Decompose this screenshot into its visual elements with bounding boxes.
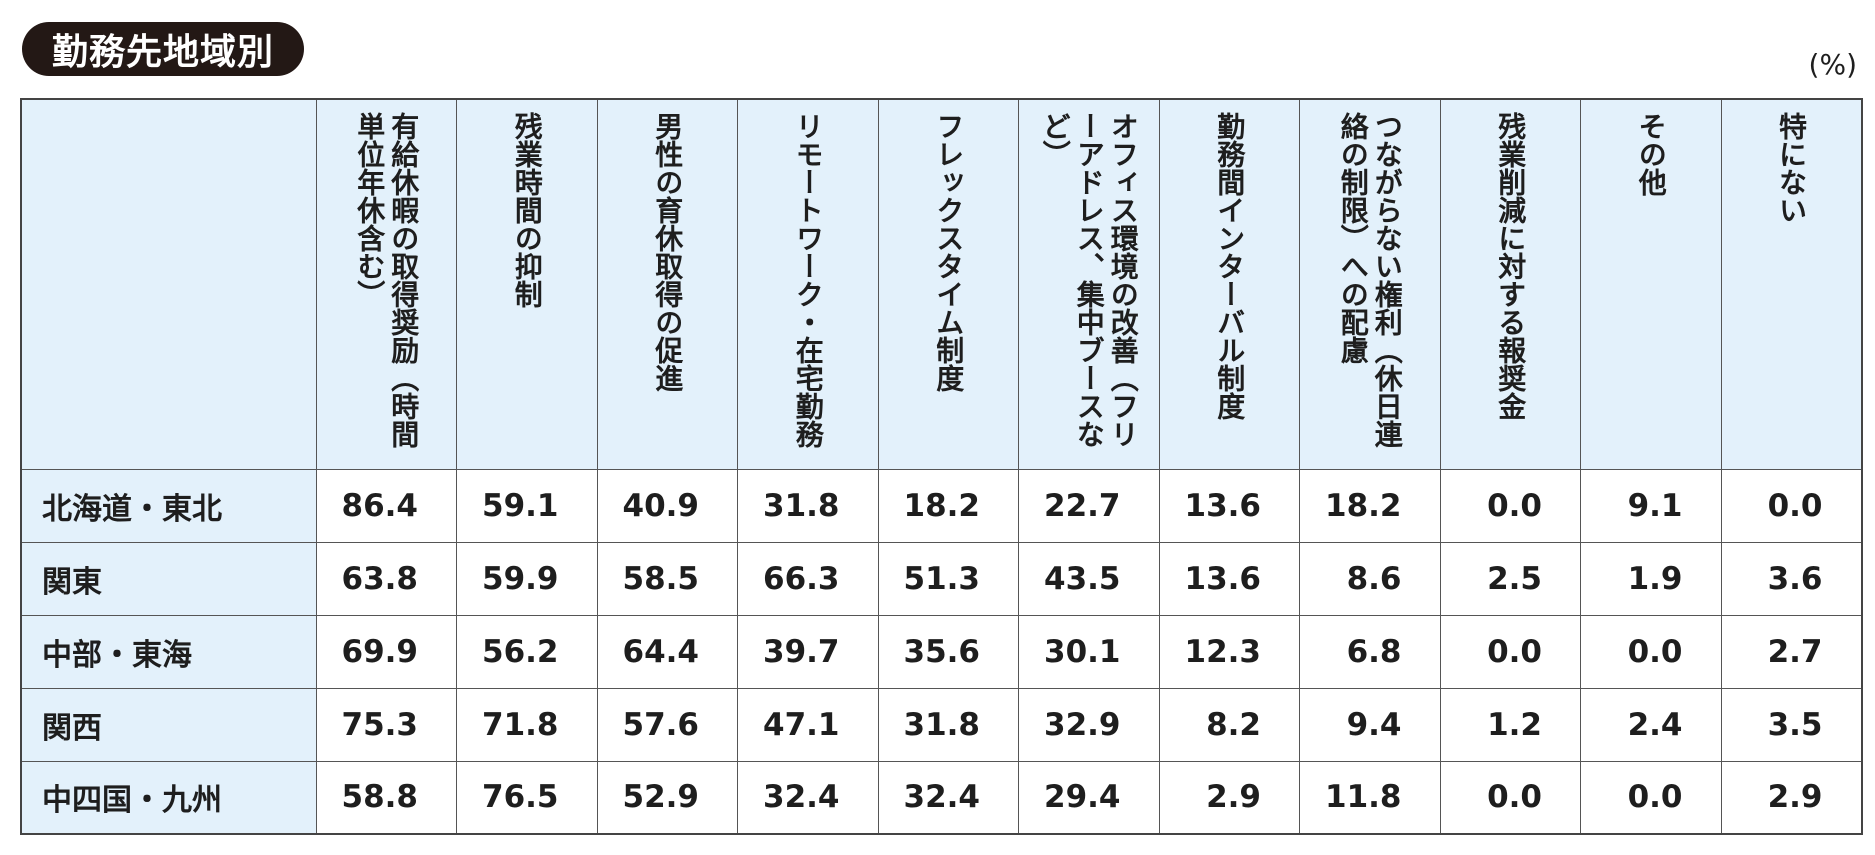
table-cell: 2.9 xyxy=(1720,760,1862,835)
table-cell: 0.0 xyxy=(1439,468,1581,543)
row-header: 中四国・九州 xyxy=(20,760,317,835)
column-header: 男性の育休取得の促進 xyxy=(596,98,738,470)
table-cell: 57.6 xyxy=(596,687,738,762)
table-cell: 6.8 xyxy=(1299,614,1441,689)
table-cell: 66.3 xyxy=(737,541,879,616)
table-cell: 2.7 xyxy=(1720,614,1862,689)
table-cell: 18.2 xyxy=(1299,468,1441,543)
table-cell: 0.0 xyxy=(1580,614,1722,689)
column-header: 残業削減に対する報奨金 xyxy=(1439,98,1581,470)
table-cell: 30.1 xyxy=(1018,614,1160,689)
column-header-label: その他 xyxy=(1634,112,1668,196)
table-cell: 2.5 xyxy=(1439,541,1581,616)
row-header: 北海道・東北 xyxy=(20,468,317,543)
table-cell: 76.5 xyxy=(456,760,598,835)
column-header: その他 xyxy=(1580,98,1722,470)
table-cell: 0.0 xyxy=(1439,760,1581,835)
column-header: リモートワーク・在宅勤務 xyxy=(737,98,879,470)
column-header: 勤務間インターバル制度 xyxy=(1158,98,1300,470)
table-cell: 63.8 xyxy=(315,541,457,616)
table-cell: 56.2 xyxy=(456,614,598,689)
table-cell: 40.9 xyxy=(596,468,738,543)
column-header-label: 特にない xyxy=(1775,112,1808,224)
header-row: 有給休暇の取得奨励（時間単位年休含む） 残業時間の抑制 男性の育休取得の促進 リ… xyxy=(20,98,1862,470)
table-cell: 32.4 xyxy=(877,760,1019,835)
column-header-label: フレックスタイム制度 xyxy=(932,112,966,392)
table-cell: 71.8 xyxy=(456,687,598,762)
column-header-label: 有給休暇の取得奨励（時間単位年休含む） xyxy=(353,112,421,448)
table-cell: 51.3 xyxy=(877,541,1019,616)
table-cell: 59.9 xyxy=(456,541,598,616)
table-cell: 1.2 xyxy=(1439,687,1581,762)
table-cell: 13.6 xyxy=(1158,468,1300,543)
column-header-label: 勤務間インターバル制度 xyxy=(1213,112,1247,420)
row-header: 中部・東海 xyxy=(20,614,317,689)
table-cell: 0.0 xyxy=(1439,614,1581,689)
unit-label: (%) xyxy=(1808,48,1857,81)
section-title: 勤務先地域別 xyxy=(22,22,305,76)
corner-cell xyxy=(20,98,317,470)
table-cell: 64.4 xyxy=(596,614,738,689)
table-cell: 29.4 xyxy=(1018,760,1160,835)
table-cell: 8.6 xyxy=(1299,541,1441,616)
table-cell: 18.2 xyxy=(877,468,1019,543)
table-cell: 11.8 xyxy=(1299,760,1441,835)
column-header: つながらない権利（休日連絡の制限）への配慮 xyxy=(1299,98,1441,470)
table-cell: 31.8 xyxy=(877,687,1019,762)
column-header-label: オフィス環境の改善（フリーアドレス、集中ブースなど） xyxy=(1038,112,1140,448)
table-cell: 32.9 xyxy=(1018,687,1160,762)
column-header-label: リモートワーク・在宅勤務 xyxy=(791,112,825,448)
row-header: 関東 xyxy=(20,541,317,616)
column-header: オフィス環境の改善（フリーアドレス、集中ブースなど） xyxy=(1018,98,1160,470)
table-cell: 58.5 xyxy=(596,541,738,616)
table-cell: 32.4 xyxy=(737,760,879,835)
table-cell: 47.1 xyxy=(737,687,879,762)
column-header: 有給休暇の取得奨励（時間単位年休含む） xyxy=(315,98,457,470)
table-cell: 0.0 xyxy=(1720,468,1862,543)
column-header: 特にない xyxy=(1720,98,1862,470)
table-cell: 8.2 xyxy=(1158,687,1300,762)
table-cell: 12.3 xyxy=(1158,614,1300,689)
table-cell: 39.7 xyxy=(737,614,879,689)
table-cell: 52.9 xyxy=(596,760,738,835)
column-header-label: 残業削減に対する報奨金 xyxy=(1494,112,1528,420)
table-cell: 22.7 xyxy=(1018,468,1160,543)
column-header-label: つながらない権利（休日連絡の制限）への配慮 xyxy=(1336,112,1404,448)
table-row: 中四国・九州 58.8 76.5 52.9 32.4 32.4 29.4 2.9… xyxy=(20,760,1862,835)
row-header: 関西 xyxy=(20,687,317,762)
table-cell: 43.5 xyxy=(1018,541,1160,616)
table-row: 関東 63.8 59.9 58.5 66.3 51.3 43.5 13.6 8.… xyxy=(20,541,1862,616)
table-row: 北海道・東北 86.4 59.1 40.9 31.8 18.2 22.7 13.… xyxy=(20,468,1862,543)
table-row: 関西 75.3 71.8 57.6 47.1 31.8 32.9 8.2 9.4… xyxy=(20,687,1862,762)
table-cell: 86.4 xyxy=(315,468,457,543)
column-header: フレックスタイム制度 xyxy=(877,98,1019,470)
table-cell: 3.6 xyxy=(1720,541,1862,616)
table-cell: 31.8 xyxy=(737,468,879,543)
table-cell: 2.9 xyxy=(1158,760,1300,835)
table-cell: 0.0 xyxy=(1580,760,1722,835)
table-cell: 75.3 xyxy=(315,687,457,762)
table-cell: 3.5 xyxy=(1720,687,1862,762)
table-row: 中部・東海 69.9 56.2 64.4 39.7 35.6 30.1 12.3… xyxy=(20,614,1862,689)
table-cell: 58.8 xyxy=(315,760,457,835)
table-cell: 35.6 xyxy=(877,614,1019,689)
table-cell: 1.9 xyxy=(1580,541,1722,616)
column-header-label: 残業時間の抑制 xyxy=(510,112,544,308)
column-header: 残業時間の抑制 xyxy=(456,98,598,470)
table-cell: 9.4 xyxy=(1299,687,1441,762)
data-table: 有給休暇の取得奨励（時間単位年休含む） 残業時間の抑制 男性の育休取得の促進 リ… xyxy=(20,98,1863,835)
table-cell: 69.9 xyxy=(315,614,457,689)
table-cell: 2.4 xyxy=(1580,687,1722,762)
table-cell: 9.1 xyxy=(1580,468,1722,543)
table-cell: 59.1 xyxy=(456,468,598,543)
column-header-label: 男性の育休取得の促進 xyxy=(651,112,685,392)
table-cell: 13.6 xyxy=(1158,541,1300,616)
